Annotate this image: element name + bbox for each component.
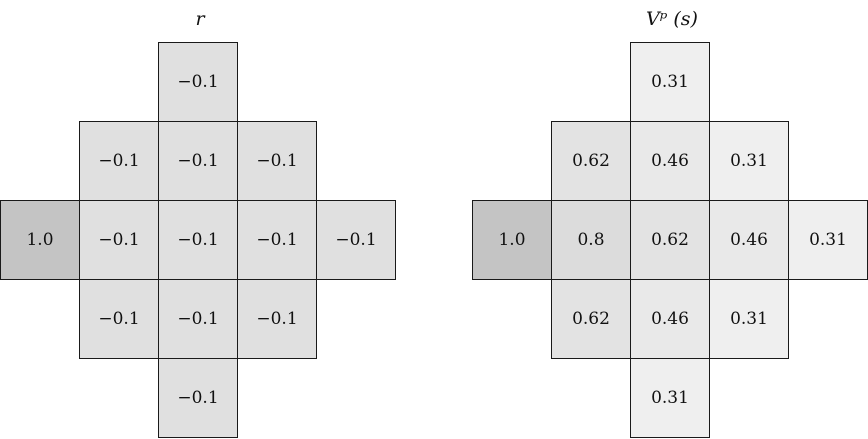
value-cell: 0.31 [630, 42, 710, 122]
reward-cell: −0.1 [158, 42, 238, 122]
value-cell: 0.46 [630, 121, 710, 201]
value-cell: 0.31 [709, 121, 789, 201]
reward-cell: −0.1 [237, 121, 317, 201]
reward-cell: −0.1 [158, 279, 238, 359]
reward-cell: −0.1 [79, 121, 159, 201]
reward-cell: −0.1 [237, 200, 317, 280]
reward-cell: 1.0 [0, 200, 80, 280]
reward-cell: −0.1 [158, 121, 238, 201]
reward-cell: −0.1 [237, 279, 317, 359]
reward-grid-title: r [195, 8, 205, 30]
value-grid-panel: Vᵖ (s) 0.31 0.62 0.46 0.31 1.0 0.8 0.62 0.46 0.3… [472, 0, 868, 439]
value-cell: 1.0 [472, 200, 552, 280]
value-cell: 0.8 [551, 200, 631, 280]
reward-grid: −0.1 −0.1 −0.1 −0.1 1.0 −0.1 −0.1 −0.1 −0.1 −0.1−… [0, 42, 400, 438]
reward-cell: −0.1 [79, 200, 159, 280]
value-grid: 0.31 0.62 0.46 0.31 1.0 0.8 0.62 0.46 0.31 0.62 0.… [472, 42, 868, 438]
value-cell: 0.62 [551, 121, 631, 201]
reward-cell: −0.1 [316, 200, 396, 280]
value-cell: 0.46 [630, 279, 710, 359]
value-cell: 0.31 [788, 200, 868, 280]
value-cell: 0.46 [709, 200, 789, 280]
reward-grid-panel: r −0.1 −0.1 −0.1 −0.1 1.0 −0.1 −0.1 −0.1 −0.1 −0.… [0, 0, 400, 439]
value-cell: 0.62 [630, 200, 710, 280]
value-cell: 0.31 [630, 358, 710, 438]
reward-cell: −0.1 [158, 358, 238, 438]
value-cell: 0.62 [551, 279, 631, 359]
value-grid-title: Vᵖ (s) [646, 8, 698, 30]
reward-cell: −0.1 [79, 279, 159, 359]
reward-cell: −0.1 [158, 200, 238, 280]
value-cell: 0.31 [709, 279, 789, 359]
